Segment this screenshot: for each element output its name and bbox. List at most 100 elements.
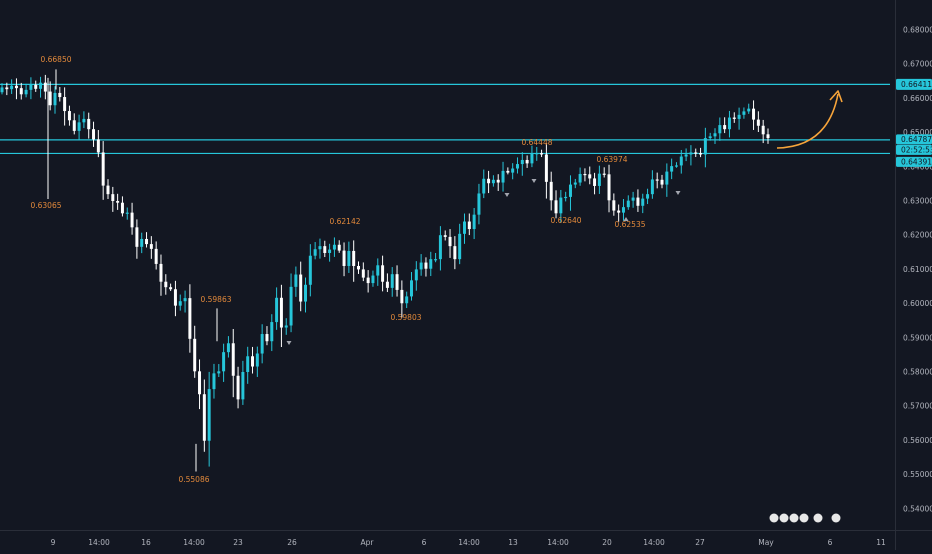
candle-body xyxy=(226,343,230,353)
candle-body xyxy=(178,301,182,306)
candle-body xyxy=(496,179,500,183)
price-tag-label: 0.64787 xyxy=(901,135,932,144)
candle-body xyxy=(699,153,703,155)
candle-body xyxy=(641,198,645,206)
candle-body xyxy=(270,322,274,342)
candle-body xyxy=(612,200,616,211)
candle-body xyxy=(405,296,409,304)
pivot-label: 0.64448 xyxy=(521,138,552,147)
candle-body xyxy=(347,250,351,266)
candle-body xyxy=(689,152,693,155)
candle-body xyxy=(149,244,153,249)
candle-body xyxy=(708,136,712,139)
y-tick-label: 0.58000 xyxy=(903,368,932,377)
candle-body xyxy=(130,212,134,228)
y-tick-label: 0.54000 xyxy=(903,504,932,513)
pivot-marker xyxy=(504,193,510,197)
pivot-label: 0.62640 xyxy=(550,216,581,225)
candle-body xyxy=(246,356,250,372)
candle-body xyxy=(385,281,389,288)
candle-body xyxy=(328,249,332,253)
candle-body xyxy=(265,334,269,342)
candle-body xyxy=(169,287,173,290)
pivot-label: 0.66850 xyxy=(40,55,71,64)
candle-body xyxy=(593,178,597,186)
x-tick-label: 26 xyxy=(287,538,297,547)
pivot-marker xyxy=(531,179,537,183)
candle-body xyxy=(39,82,43,89)
candle-body xyxy=(173,289,177,306)
candle-body xyxy=(766,134,770,139)
candle-body xyxy=(438,235,442,260)
candle-body xyxy=(742,111,746,115)
candle-body xyxy=(607,174,611,201)
candle-body xyxy=(583,173,587,176)
price-axis[interactable]: 0.680000.670000.660000.650000.640000.630… xyxy=(903,26,932,514)
toolbar-icon[interactable] xyxy=(789,513,799,523)
x-tick-label: 14:00 xyxy=(547,538,569,547)
candle-body xyxy=(140,238,144,247)
candle-body xyxy=(77,122,81,131)
candle-body xyxy=(419,262,423,270)
candle-body xyxy=(573,182,577,185)
candle-body xyxy=(626,200,630,208)
candle-body xyxy=(29,84,33,90)
candle-body xyxy=(19,88,23,95)
candle-body xyxy=(414,269,418,281)
y-tick-label: 0.60000 xyxy=(903,299,932,308)
time-axis[interactable]: 9 14:00 16 14:00 23 26 Apr 6 14:00 13 14:00 20 14:00… xyxy=(51,538,886,547)
candle-body xyxy=(390,274,394,288)
candle-body xyxy=(448,236,452,247)
candle-body xyxy=(72,120,76,131)
candle-body xyxy=(82,118,86,123)
toolbar-icon[interactable] xyxy=(769,513,779,523)
candle-body xyxy=(106,185,110,195)
price-tag-label: 02:52:53 xyxy=(901,145,932,154)
candle-body xyxy=(578,173,582,183)
candle-body xyxy=(279,297,283,328)
toolbar-icon[interactable] xyxy=(831,513,841,523)
candle-body xyxy=(231,343,235,376)
pivot-label: 0.62535 xyxy=(614,220,645,229)
candle-body xyxy=(491,179,495,184)
candle-body xyxy=(10,85,14,90)
toolbar-icon[interactable] xyxy=(779,513,789,523)
candle-body xyxy=(289,286,293,326)
price-tag-label: 0.64391 xyxy=(901,157,932,166)
candle-body xyxy=(443,235,447,237)
candle-body xyxy=(756,119,760,126)
candle-body xyxy=(43,82,47,92)
pivot-label: 0.59803 xyxy=(390,313,421,322)
candle-body xyxy=(381,265,385,282)
candle-body xyxy=(313,249,317,256)
candle-body xyxy=(241,372,245,400)
x-tick-label: 27 xyxy=(695,538,705,547)
toolbar-icon[interactable] xyxy=(799,513,809,523)
candle-body xyxy=(732,117,736,119)
candle-body xyxy=(462,221,466,234)
forecast-arrow-head xyxy=(829,90,843,103)
toolbar-icon[interactable] xyxy=(813,513,823,523)
candle-body xyxy=(217,371,221,374)
candle-body xyxy=(0,87,4,93)
y-tick-label: 0.61000 xyxy=(903,265,932,274)
price-tag xyxy=(896,144,932,155)
x-tick-label: 6 xyxy=(828,538,833,547)
candle-body xyxy=(434,259,438,261)
candle-body xyxy=(458,233,462,260)
candle-body xyxy=(670,166,674,172)
candle-body xyxy=(188,298,192,339)
candle-body xyxy=(674,165,678,167)
candle-body xyxy=(453,246,457,260)
candle-body xyxy=(299,274,303,302)
y-tick-label: 0.66000 xyxy=(903,94,932,103)
candle-body xyxy=(544,154,548,182)
candle-body xyxy=(747,108,751,112)
pivot-markers xyxy=(286,179,681,345)
toolbar-icons[interactable] xyxy=(769,513,841,523)
candle-body xyxy=(602,173,606,175)
candle-body xyxy=(337,244,341,251)
candle-body xyxy=(361,269,365,278)
